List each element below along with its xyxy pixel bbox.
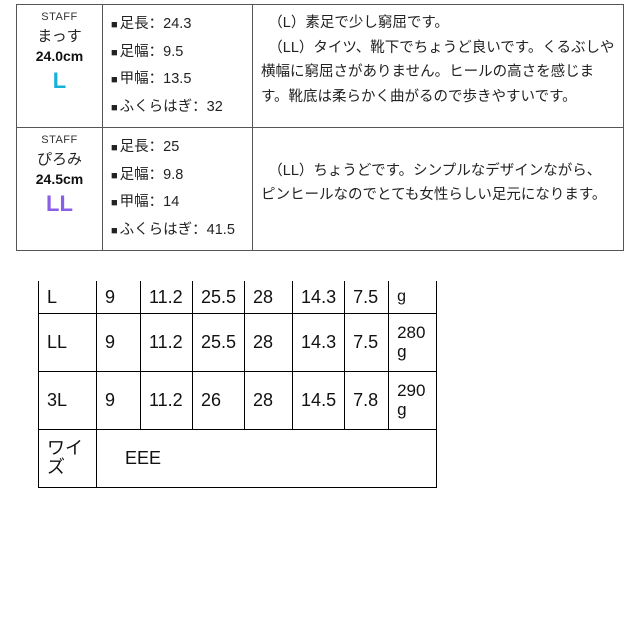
comment-cell: （LL）ちょうどです。シンプルなデザインながら、ピンヒールなのでとても女性らしい… xyxy=(253,128,624,251)
spec-cell-size: 3L xyxy=(39,371,97,429)
staff-size: L xyxy=(25,68,94,94)
spec-weight-top: 290 xyxy=(397,381,428,401)
meas-instep: 甲幅：13.5 xyxy=(111,66,244,94)
spec-cell-weight: 290g xyxy=(389,371,437,429)
staff-name: まっす xyxy=(25,25,94,46)
spec-cell-weight: g xyxy=(389,281,437,313)
staff-info-cell: STAFF まっす 24.0cm L xyxy=(17,5,103,128)
staff-label: STAFF xyxy=(25,11,94,23)
spec-tbody: L911.225.52814.37.5gLL911.225.52814.37.5… xyxy=(39,281,437,487)
staff-size: LL xyxy=(25,191,94,217)
comment-cell: （L）素足で少し窮屈です。 （LL）タイツ、靴下でちょうど良いです。くるぶしや横… xyxy=(253,5,624,128)
spec-cell-b: 11.2 xyxy=(141,313,193,371)
meas-instep: 甲幅：14 xyxy=(111,189,244,217)
meas-calf: ふくらはぎ：41.5 xyxy=(111,217,244,245)
meas-foot-length: 足長：24.3 xyxy=(111,11,244,39)
spec-cell-d: 28 xyxy=(245,313,293,371)
staff-review-table: STAFFまっす24.0cmL足長：24.3足幅：9.5甲幅：13.5ふくらはぎ… xyxy=(16,4,624,251)
spec-cell-a: 9 xyxy=(97,313,141,371)
spec-cell-d: 28 xyxy=(245,281,293,313)
spec-cell-b: 11.2 xyxy=(141,371,193,429)
staff-info-cell: STAFF ぴろみ 24.5cm LL xyxy=(17,128,103,251)
staff-foot-cm: 24.5cm xyxy=(25,171,94,187)
staff-name: ぴろみ xyxy=(25,148,94,169)
spec-cell-a: 9 xyxy=(97,281,141,313)
spec-row: L911.225.52814.37.5 g xyxy=(39,281,437,313)
staff-label: STAFF xyxy=(25,134,94,146)
spec-weight-bot: g xyxy=(397,342,428,362)
spec-cell-f: 7.5 xyxy=(345,313,389,371)
spec-cell-a: 9 xyxy=(97,371,141,429)
measurements-cell: 足長：24.3足幅：9.5甲幅：13.5ふくらはぎ：32 xyxy=(103,5,253,128)
spec-table: L911.225.52814.37.5gLL911.225.52814.37.5… xyxy=(38,281,437,488)
spec-row: LL911.225.52814.37.5280g xyxy=(39,313,437,371)
meas-foot-width: 足幅：9.8 xyxy=(111,162,244,190)
wize-label-1: ワイ xyxy=(47,438,83,458)
meas-calf: ふくらはぎ：32 xyxy=(111,94,244,122)
spec-cell-e: 14.5 xyxy=(293,371,345,429)
spec-cell-c: 25.5 xyxy=(193,313,245,371)
spec-cell-f: 7.8 xyxy=(345,371,389,429)
spec-cell-weight: 280g xyxy=(389,313,437,371)
spec-table-wrap: L911.225.52814.37.5gLL911.225.52814.37.5… xyxy=(38,281,602,488)
staff-foot-cm: 24.0cm xyxy=(25,48,94,64)
spec-weight-top: 280 xyxy=(397,323,428,343)
wize-label-2: ズ xyxy=(47,457,65,477)
spec-cell-size: L xyxy=(39,281,97,313)
staff-row: STAFF まっす 24.0cm L 足長：24.3足幅：9.5甲幅：13.5ふくらはぎ… xyxy=(17,5,624,128)
spec-wize-row: ワイズEEE xyxy=(39,429,437,487)
spec-cell-e: 14.3 xyxy=(293,281,345,313)
meas-foot-length: 足長：25 xyxy=(111,134,244,162)
spec-cell-c: 25.5 xyxy=(193,281,245,313)
spec-cell-c: 26 xyxy=(193,371,245,429)
spec-row: 3L911.2262814.57.8290g xyxy=(39,371,437,429)
spec-weight-bot: g xyxy=(397,288,428,306)
staff-row: STAFF ぴろみ 24.5cm LL 足長：25足幅：9.8甲幅：14ふくらはぎ：41… xyxy=(17,128,624,251)
measurements-cell: 足長：25足幅：9.8甲幅：14ふくらはぎ：41.5 xyxy=(103,128,253,251)
spec-cell-e: 14.3 xyxy=(293,313,345,371)
spec-wize-value: EEE xyxy=(97,429,437,487)
staff-review-tbody: STAFFまっす24.0cmL足長：24.3足幅：9.5甲幅：13.5ふくらはぎ… xyxy=(17,5,624,251)
spec-wize-label: ワイズ xyxy=(39,429,97,487)
spec-weight-bot: g xyxy=(397,400,428,420)
spec-cell-d: 28 xyxy=(245,371,293,429)
spec-cell-size: LL xyxy=(39,313,97,371)
spec-cell-f: 7.5 xyxy=(345,281,389,313)
spec-cell-b: 11.2 xyxy=(141,281,193,313)
meas-foot-width: 足幅：9.5 xyxy=(111,39,244,67)
